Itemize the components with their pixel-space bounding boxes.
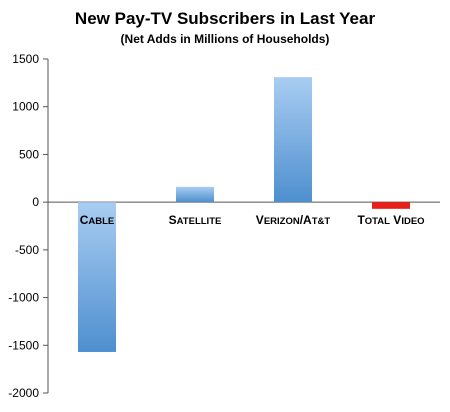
label-layer: CABLE SATELLITE VERIZON/AT&T TOTAL VIDEO — [80, 213, 425, 227]
category-label: CABLE — [80, 213, 115, 227]
bar-satellite — [176, 186, 214, 203]
y-tick-label: -1000 — [8, 291, 39, 305]
y-tick-label: 500 — [19, 147, 39, 161]
y-tick-label: 0 — [32, 195, 39, 209]
y-tick-label: 1000 — [12, 100, 39, 114]
chart-title: New Pay-TV Subscribers in Last Year — [75, 9, 376, 28]
bar-total-video — [372, 202, 410, 209]
chart-subtitle: (Net Adds in Millions of Households) — [121, 32, 330, 46]
y-tick-label: -1500 — [8, 338, 39, 352]
bar-cable — [78, 202, 116, 352]
bar-layer — [78, 77, 410, 352]
y-tick-label: 1500 — [12, 52, 39, 66]
category-label: SATELLITE — [169, 213, 222, 227]
category-label: TOTAL VIDEO — [357, 213, 424, 227]
category-label: VERIZON/AT&T — [256, 213, 331, 227]
bar-verizon-at-t — [274, 77, 312, 203]
y-tick-label: -2000 — [8, 386, 39, 400]
y-tick-label: -500 — [15, 243, 39, 257]
